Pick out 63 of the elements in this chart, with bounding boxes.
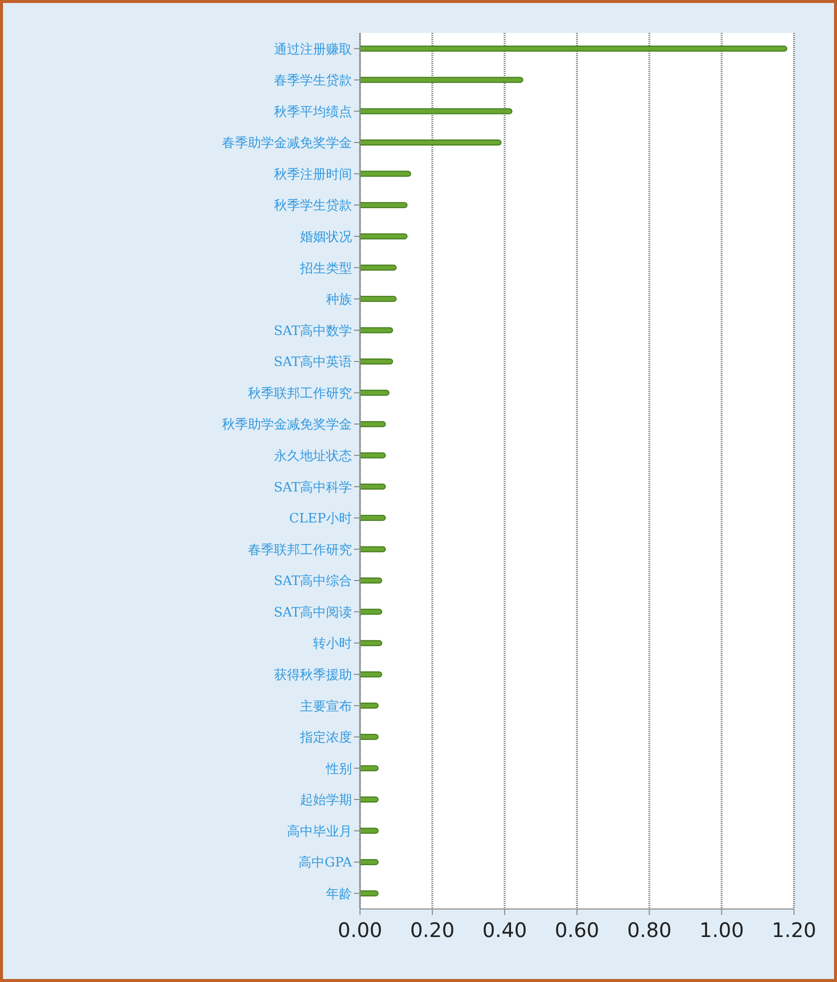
bar bbox=[360, 484, 386, 490]
bar bbox=[360, 608, 382, 615]
bar bbox=[360, 514, 386, 521]
bar bbox=[360, 702, 379, 709]
y-tick-label: SAT高中数学 bbox=[274, 322, 352, 339]
y-tick-label: 春季学生贷款 bbox=[274, 74, 352, 89]
bar bbox=[360, 796, 379, 803]
y-tick-label: 秋季注册时间 bbox=[274, 167, 352, 182]
y-tick-label: 婚姻状况 bbox=[300, 230, 352, 245]
y-tick-label: 永久地址状态 bbox=[274, 448, 352, 464]
x-tick-label: 0.20 bbox=[410, 918, 455, 942]
y-tick-label: 高中毕业月 bbox=[287, 823, 352, 840]
bar bbox=[360, 358, 394, 365]
y-tick-label: 春季联邦工作研究 bbox=[248, 542, 352, 558]
bar bbox=[360, 76, 524, 83]
bar bbox=[360, 577, 382, 584]
y-tick-label: SAT高中阅读 bbox=[274, 604, 352, 620]
y-tick-label: 招生类型 bbox=[299, 261, 352, 276]
y-tick-label: 获得秋季援助 bbox=[274, 668, 352, 683]
bar bbox=[360, 452, 386, 458]
x-tick-label: 0.60 bbox=[554, 918, 600, 942]
bar bbox=[360, 390, 390, 396]
bar bbox=[360, 734, 379, 740]
y-tick-label: 高中GPA bbox=[298, 854, 353, 871]
y-tick-label: 秋季联邦工作研究 bbox=[248, 386, 352, 402]
bar bbox=[360, 890, 379, 896]
x-tick-label: 1.20 bbox=[772, 918, 816, 942]
bar bbox=[360, 139, 502, 146]
y-tick-label: 秋季助学金减免奖学金 bbox=[222, 418, 352, 433]
y-tick-label: SAT高中英语 bbox=[274, 354, 352, 370]
bar bbox=[360, 296, 397, 302]
y-tick-label: 年龄 bbox=[326, 886, 352, 902]
bar bbox=[360, 327, 394, 334]
bar bbox=[360, 421, 386, 428]
y-tick-label: 指定浓度 bbox=[299, 730, 352, 746]
y-tick-label: 性别 bbox=[325, 762, 352, 777]
bar bbox=[360, 859, 379, 866]
bar bbox=[360, 170, 412, 177]
y-tick-label: 转小时 bbox=[313, 636, 352, 652]
x-tick-label: 0.40 bbox=[482, 918, 527, 942]
y-tick-label: 主要宣布 bbox=[300, 698, 352, 714]
y-tick-label: 种族 bbox=[326, 292, 352, 308]
x-tick-label: 0.00 bbox=[338, 918, 382, 942]
y-tick-label: 秋季平均绩点 bbox=[274, 104, 352, 120]
y-tick-label: SAT高中综合 bbox=[274, 573, 352, 590]
x-tick-label: 0.80 bbox=[627, 918, 672, 942]
y-tick-label: SAT高中科学 bbox=[274, 479, 352, 496]
y-tick-label: 起始学期 bbox=[300, 793, 352, 808]
bar bbox=[360, 108, 512, 114]
y-tick-label: 通过注册赚取 bbox=[274, 42, 352, 58]
bar bbox=[360, 765, 379, 772]
bar bbox=[360, 202, 408, 208]
bar bbox=[360, 46, 788, 52]
y-tick-label: 秋季学生贷款 bbox=[274, 198, 352, 214]
x-tick-label: 1.00 bbox=[699, 918, 744, 942]
bar bbox=[360, 828, 379, 834]
bar bbox=[360, 640, 382, 646]
bar bbox=[360, 233, 408, 240]
bar bbox=[360, 264, 397, 271]
y-tick-label: CLEP小时 bbox=[289, 512, 352, 527]
bar bbox=[360, 546, 386, 552]
y-tick-label: 春季助学金减免奖学金 bbox=[222, 136, 352, 152]
bar bbox=[360, 671, 382, 678]
